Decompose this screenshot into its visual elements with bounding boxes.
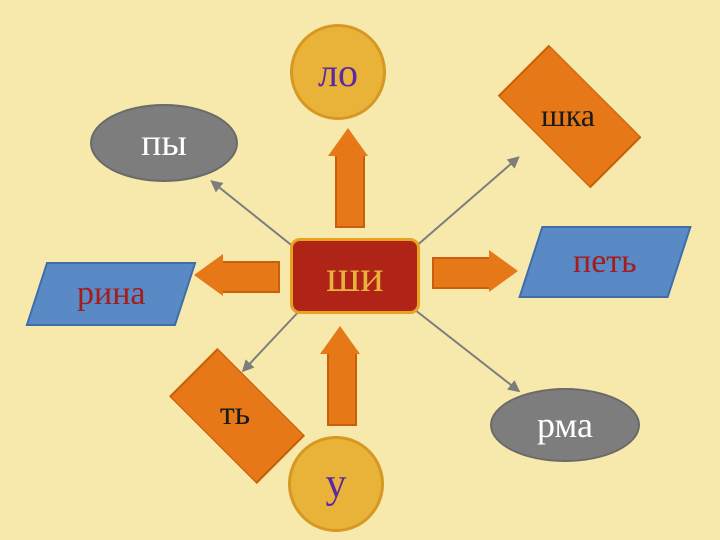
arrow-to-bottom-right	[410, 306, 520, 392]
node-right-parallelogram-label: петь	[573, 243, 637, 281]
node-bottom-left-diamond: ть	[150, 370, 320, 458]
node-bottom-circle-label: у	[326, 460, 347, 508]
node-left-parallelogram-label: рина	[77, 275, 145, 313]
arrow-to-bottom-left	[242, 308, 302, 372]
node-top-right-diamond-label: шка	[541, 97, 595, 134]
diagram-stage: ши ло у пы рма рина петь шка ть	[0, 0, 720, 540]
node-top-left-ellipse-label: пы	[141, 121, 187, 165]
block-arrow-left	[194, 254, 280, 296]
node-top-circle-label: ло	[318, 49, 358, 96]
node-top-circle: ло	[290, 24, 386, 120]
node-left-parallelogram: рина	[26, 262, 197, 326]
node-right-parallelogram: петь	[518, 226, 691, 298]
node-bottom-right-ellipse: рма	[490, 388, 640, 462]
center-syllable: ши	[290, 238, 420, 314]
block-arrow-up	[328, 128, 368, 228]
block-arrow-bottom-up	[320, 326, 360, 426]
node-bottom-left-diamond-label: ть	[220, 395, 250, 433]
node-top-right-diamond: шка	[478, 70, 658, 160]
node-bottom-right-ellipse-label: рма	[537, 404, 593, 446]
center-label: ши	[326, 251, 383, 302]
arrow-to-top-right	[414, 156, 520, 248]
block-arrow-right	[432, 250, 518, 292]
arrow-to-top-left	[210, 180, 300, 252]
node-top-left-ellipse: пы	[90, 104, 238, 182]
